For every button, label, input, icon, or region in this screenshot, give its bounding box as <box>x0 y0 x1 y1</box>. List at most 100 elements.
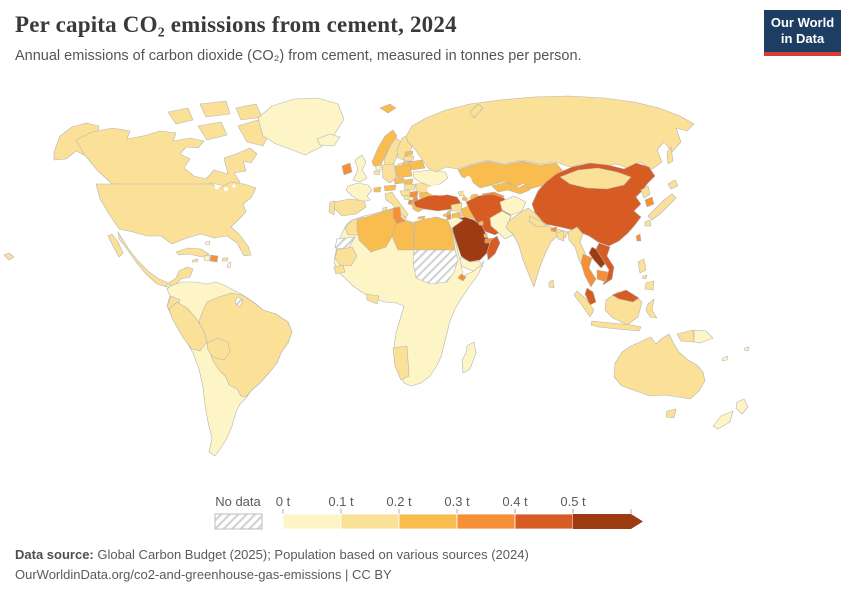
legend-swatch-bin6-arrow[interactable] <box>573 514 643 529</box>
country-austria[interactable] <box>383 184 397 192</box>
country-oman[interactable] <box>486 235 501 261</box>
country-iceland[interactable] <box>316 133 341 147</box>
country-nepal[interactable] <box>528 215 548 228</box>
country-philippines-visayas[interactable] <box>641 274 648 280</box>
country-france[interactable] <box>345 182 373 203</box>
country-sudan[interactable] <box>412 249 459 285</box>
country-djibouti[interactable] <box>457 273 467 282</box>
country-indonesia-papua[interactable] <box>676 329 695 343</box>
country-hungary[interactable] <box>403 183 417 191</box>
country-russia-novaya-zemlya[interactable] <box>469 103 484 119</box>
country-mexico[interactable] <box>117 231 194 288</box>
attribution-link[interactable]: OurWorldinData.org/co2-and-greenhouse-ga… <box>15 567 392 582</box>
country-united-states[interactable] <box>95 181 257 257</box>
country-lebanon[interactable] <box>446 209 452 215</box>
country-kuwait[interactable] <box>478 220 484 226</box>
country-serbia[interactable] <box>409 190 419 199</box>
legend-swatch-bin5[interactable] <box>514 513 574 530</box>
country-new-zealand-north[interactable] <box>735 398 749 415</box>
country-japan-kyushu[interactable] <box>644 219 652 227</box>
country-portugal[interactable] <box>328 200 336 216</box>
country-cuba[interactable] <box>175 247 210 258</box>
legend-swatch-bin4[interactable] <box>456 513 516 530</box>
country-pakistan[interactable] <box>489 210 514 240</box>
country-bangladesh[interactable] <box>555 230 565 242</box>
country-belgium[interactable] <box>373 170 381 176</box>
country-india[interactable] <box>505 207 569 288</box>
country-hawaii-usa[interactable] <box>3 252 15 261</box>
country-russia-sakhalin[interactable] <box>666 146 674 165</box>
country-australia[interactable] <box>613 333 706 400</box>
country-svalbard[interactable] <box>379 103 397 114</box>
country-namibia[interactable] <box>392 345 410 381</box>
country-greenland[interactable] <box>257 97 345 156</box>
country-afghanistan[interactable] <box>499 195 527 216</box>
country-vietnam[interactable] <box>595 242 615 286</box>
country-netherlands[interactable] <box>375 164 382 171</box>
country-jamaica[interactable] <box>191 258 199 263</box>
country-south-korea[interactable] <box>644 196 655 208</box>
country-canada-victoria[interactable] <box>197 121 228 141</box>
country-canada[interactable] <box>75 127 258 187</box>
country-greece-crete[interactable] <box>417 215 426 220</box>
country-taiwan[interactable] <box>635 233 642 242</box>
legend-swatch-bin1[interactable] <box>282 513 342 530</box>
country-ghana[interactable] <box>365 293 380 305</box>
island-new-caledonia[interactable] <box>721 355 729 362</box>
country-puerto-rico[interactable] <box>221 257 229 262</box>
country-dominican-republic[interactable] <box>209 254 219 263</box>
country-slovakia[interactable] <box>403 178 414 185</box>
country-poland[interactable] <box>394 164 413 179</box>
legend-swatch-bin3[interactable] <box>398 513 458 530</box>
country-malaysia-borneo[interactable] <box>611 289 640 303</box>
country-indonesia-sumatra[interactable] <box>573 290 595 318</box>
country-north-korea[interactable] <box>640 185 651 199</box>
country-japan-honshu[interactable] <box>647 193 677 221</box>
country-qatar[interactable] <box>483 232 488 239</box>
country-peru[interactable] <box>168 301 208 352</box>
country-cambodia[interactable] <box>596 269 609 283</box>
country-haiti[interactable] <box>203 254 211 262</box>
country-french-guiana[interactable] <box>234 296 244 308</box>
country-indonesia-java[interactable] <box>590 320 642 332</box>
country-uzbekistan[interactable] <box>491 181 531 195</box>
country-latvia[interactable] <box>403 155 415 162</box>
country-lesser-antilles[interactable] <box>226 261 232 269</box>
country-madagascar[interactable] <box>461 341 477 374</box>
country-papua-new-guinea[interactable] <box>693 329 714 344</box>
country-belarus[interactable] <box>407 159 426 171</box>
country-estonia[interactable] <box>404 150 414 157</box>
country-germany[interactable] <box>381 163 397 184</box>
country-indonesia-sulawesi[interactable] <box>645 298 658 319</box>
country-russia[interactable] <box>405 95 695 173</box>
country-bahamas[interactable] <box>204 240 211 246</box>
legend-no-data-swatch[interactable] <box>214 513 263 530</box>
country-canada-arctic-2[interactable] <box>199 100 231 118</box>
country-mexico-baja[interactable] <box>107 233 124 258</box>
country-philippines-luzon[interactable] <box>637 258 647 274</box>
country-mauritania[interactable] <box>334 246 358 267</box>
country-switzerland[interactable] <box>373 186 382 193</box>
country-spain[interactable] <box>333 198 367 217</box>
country-thailand[interactable] <box>580 253 597 288</box>
country-japan-hokkaido[interactable] <box>667 179 679 190</box>
country-australia-tasmania[interactable] <box>665 408 677 419</box>
country-bolivia[interactable] <box>206 337 231 361</box>
country-mongolia[interactable] <box>559 167 632 190</box>
owid-logo[interactable]: Our World in Data <box>764 10 841 56</box>
country-new-zealand-south[interactable] <box>712 410 734 430</box>
country-algeria[interactable] <box>356 208 398 253</box>
country-malaysia[interactable] <box>584 287 597 306</box>
country-canada-arctic-1[interactable] <box>167 107 194 125</box>
country-bhutan[interactable] <box>550 226 558 233</box>
country-ireland[interactable] <box>341 162 353 176</box>
country-italy[interactable] <box>384 191 409 219</box>
country-bosnia[interactable] <box>403 194 411 201</box>
legend-swatch-bin2[interactable] <box>340 513 400 530</box>
country-sri-lanka[interactable] <box>548 279 555 289</box>
island-fiji[interactable] <box>743 346 750 352</box>
country-united-kingdom[interactable] <box>352 154 368 183</box>
country-czechia[interactable] <box>393 177 405 185</box>
country-senegal[interactable] <box>333 264 346 275</box>
country-philippines-mindanao[interactable] <box>644 280 655 291</box>
